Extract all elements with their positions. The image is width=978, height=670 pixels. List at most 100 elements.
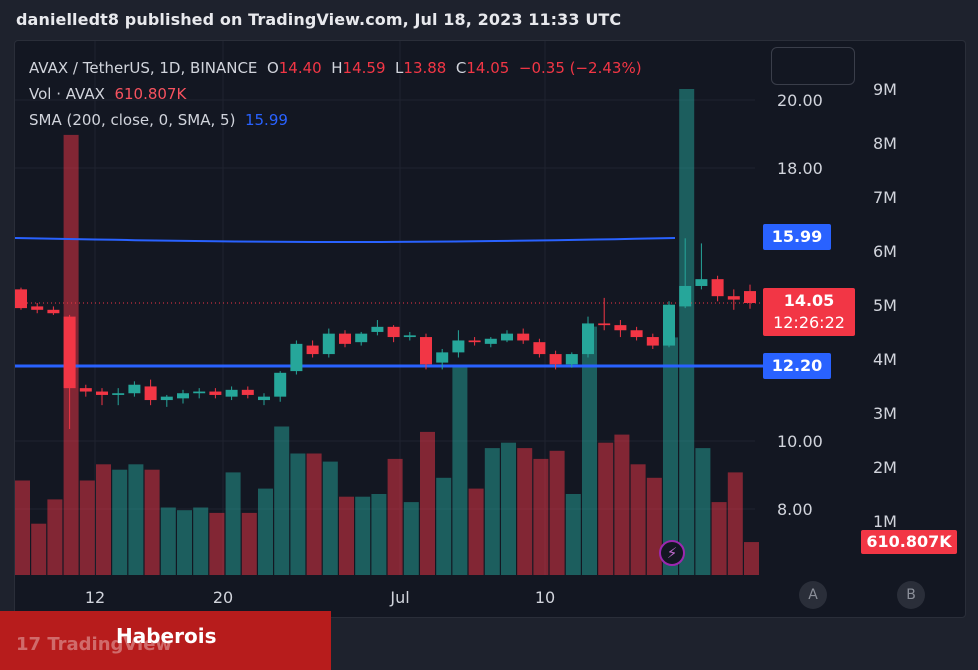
candle-body: [695, 279, 708, 286]
volume-bar: [290, 453, 306, 575]
volume-bar: [582, 326, 597, 575]
tv-logo-text: TradingView: [47, 634, 173, 655]
legend-close: 14.05: [466, 59, 510, 77]
legend-change: −0.35 (−2.43%): [518, 59, 642, 77]
candle-body: [582, 323, 594, 355]
volume-bar: [484, 448, 500, 575]
countdown-value: 12:26:22: [773, 313, 845, 332]
candle-body: [420, 337, 432, 365]
candle-body: [598, 323, 611, 326]
volume-bar: [744, 542, 759, 575]
volume-bar: [517, 448, 533, 575]
legend-row-volume: Vol · AVAX 610.807K: [29, 81, 642, 107]
axis-auto-button[interactable]: A: [799, 581, 827, 609]
volume-axis-label: 3M: [873, 404, 897, 423]
support-price-tag: 12.20: [763, 353, 831, 379]
candle-body: [47, 309, 60, 314]
volume-bar: [452, 367, 468, 575]
legend-symbol[interactable]: AVAX / TetherUS, 1D, BINANCE: [29, 59, 258, 77]
volume-bar: [339, 496, 354, 575]
time-axis-label: 20: [213, 588, 233, 607]
volume-bar: [598, 442, 614, 575]
volume-axis-label: 6M: [873, 242, 897, 261]
volume-bar: [225, 472, 241, 575]
candle-body: [15, 289, 27, 309]
candle-body: [225, 389, 238, 397]
candle-body: [128, 384, 141, 394]
volume-bar: [241, 512, 257, 575]
volume-axis-label: 7M: [873, 188, 897, 207]
candle-body: [679, 285, 692, 307]
candle-body: [31, 306, 44, 310]
volume-bar: [112, 469, 128, 575]
volume-bar: [420, 431, 435, 575]
chart-pane[interactable]: 20.00 18.00 10.00 8.00 9M 8M 7M 6M 5M 4M 3M 2M 1M 12 2…: [14, 40, 966, 618]
candle-body: [744, 291, 756, 303]
sma-line: [15, 237, 676, 243]
candle-body: [274, 372, 287, 397]
candle-body: [144, 386, 157, 401]
volume-bar: [614, 434, 630, 575]
candle-body: [403, 335, 416, 338]
legend-vol-label[interactable]: Vol · AVAX: [29, 85, 105, 103]
candle-body: [549, 354, 562, 365]
volume-bar: [403, 502, 419, 575]
tradingview-logo: 𝟭𝟳 TradingView: [16, 634, 172, 655]
toolbar-placeholder[interactable]: [771, 47, 855, 85]
price-axis-label: 8.00: [777, 500, 813, 519]
candle-body: [63, 316, 76, 389]
time-axis-label: 12: [85, 588, 105, 607]
volume-bar: [258, 488, 273, 575]
volume-bar: [727, 472, 743, 575]
candle-body: [306, 345, 319, 355]
volume-bar: [31, 523, 47, 575]
candle-body: [241, 389, 254, 395]
flash-icon[interactable]: ⚡: [659, 540, 685, 566]
price-axis-label: 20.00: [777, 91, 823, 110]
candlestick-chart[interactable]: 20.00 18.00 10.00 8.00 9M 8M 7M 6M 5M 4M 3M 2M 1M 12 2…: [15, 41, 965, 617]
candle-body: [484, 338, 497, 344]
legend-c-label: C: [455, 59, 467, 77]
candle-body: [517, 333, 530, 341]
candle-body: [711, 279, 724, 297]
axis-b-button[interactable]: B: [897, 581, 925, 609]
volume-bar: [306, 453, 322, 575]
candle-body: [177, 393, 189, 399]
candle-body: [193, 391, 206, 394]
legend-sma-value: 15.99: [244, 111, 288, 129]
volume-axis-label: 5M: [873, 296, 897, 315]
legend-row-sma: SMA (200, close, 0, SMA, 5) 15.99: [29, 107, 642, 133]
volume-bar: [533, 458, 549, 575]
sma-price-tag: 15.99: [763, 224, 831, 250]
publish-header: danielledt8 published on TradingView.com…: [16, 10, 622, 29]
volume-bar: [355, 496, 371, 575]
volume-bar: [96, 464, 111, 575]
candle-body: [630, 330, 643, 338]
candle-body: [436, 352, 449, 363]
legend-sma-label[interactable]: SMA (200, close, 0, SMA, 5): [29, 111, 236, 129]
volume-bar: [663, 337, 678, 575]
volume-bar: [177, 510, 192, 575]
time-axis-label: 10: [535, 588, 555, 607]
candle-body: [533, 342, 546, 355]
chart-legend: AVAX / TetherUS, 1D, BINANCE O14.40 H14.…: [29, 55, 642, 133]
candle-body: [112, 393, 125, 395]
volume-bar: [630, 464, 646, 575]
candle-body: [727, 296, 740, 300]
candle-body: [96, 391, 108, 395]
candle-body: [371, 326, 384, 332]
last-price-value: 14.05: [783, 291, 835, 310]
candle-body: [452, 340, 465, 353]
volume-bar: [209, 512, 225, 575]
candle-body: [322, 333, 335, 355]
legend-h-label: H: [331, 59, 343, 77]
volume-bar: [128, 464, 144, 575]
volume-tag: 610.807K: [861, 530, 957, 554]
price-axis-label: 10.00: [777, 432, 823, 451]
candle-body: [663, 304, 675, 346]
volume-axis-label: 9M: [873, 80, 897, 99]
volume-bar: [160, 507, 176, 575]
time-axis-label: Jul: [389, 588, 409, 607]
volume-bar: [79, 480, 95, 575]
volume-bar: [501, 442, 516, 575]
